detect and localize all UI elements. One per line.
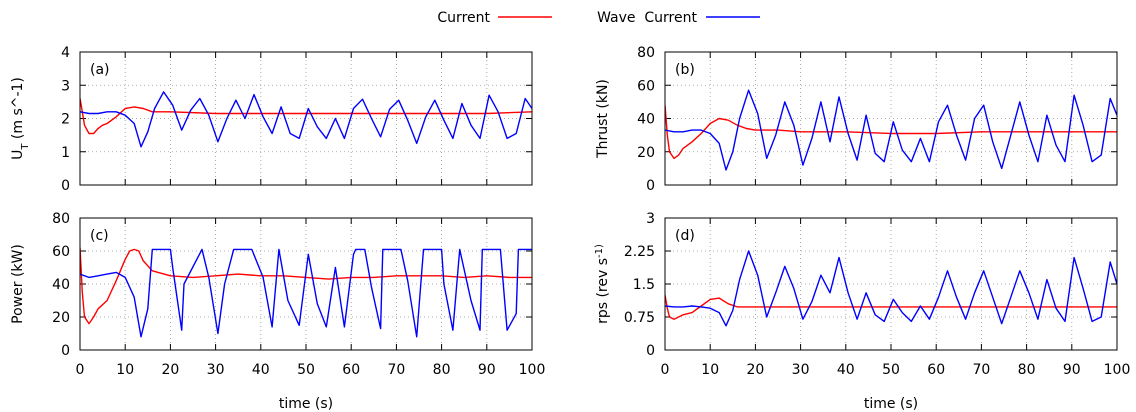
x-tick-label: 30 [207, 362, 225, 378]
x-tick-label: 30 [792, 362, 810, 378]
series-line-current [80, 247, 532, 325]
x-tick-label: 10 [116, 362, 134, 378]
x-tick-label: 90 [1063, 362, 1081, 378]
legend: Current Wave Current [437, 10, 760, 26]
y-tick-label: 60 [52, 244, 70, 260]
x-tick-label: 10 [701, 362, 719, 378]
x-tick-label: 0 [661, 362, 670, 378]
series-line-current [665, 105, 1117, 160]
panels: 0 1 2 3 4 (a) UT (m s^-1) 0 20 40 60 80 (b) Thrust (k… [10, 45, 1130, 412]
y-axis-label: Thrust (kN) [595, 79, 611, 159]
plot-frame [79, 217, 533, 351]
x-tick-label: 100 [1104, 362, 1131, 378]
x-tick-label: 20 [746, 362, 764, 378]
x-axis-label: time (s) [864, 396, 918, 412]
y-tick-label: 1 [61, 145, 70, 161]
x-tick-label: 60 [342, 362, 360, 378]
panel-label: (c) [90, 228, 109, 244]
panel-label: (d) [675, 228, 695, 244]
chart-panel: 0 20 40 60 80 0 10 20 30 40 50 60 70 80 90 100 (c) Power … [10, 211, 545, 412]
x-tick-label: 40 [837, 362, 855, 378]
y-tick-label: 20 [637, 145, 655, 161]
y-tick-label: 0 [61, 343, 70, 359]
y-tick-label: 40 [637, 112, 655, 128]
y-tick-label: 3 [61, 78, 70, 94]
y-axis-label: rps (rev s-1) [594, 244, 612, 324]
y-axis-label: Power (kW) [10, 244, 26, 324]
plot-frame [664, 51, 1118, 186]
y-tick-label: 80 [52, 211, 70, 227]
x-tick-label: 40 [252, 362, 270, 378]
series-line-wave-current [80, 91, 532, 148]
legend-label-current: Current [437, 10, 490, 26]
x-tick-label: 80 [1018, 362, 1036, 378]
y-tick-label: 0 [646, 178, 655, 194]
x-tick-label: 70 [387, 362, 405, 378]
y-tick-label: 80 [637, 45, 655, 61]
plot-area [665, 250, 1117, 327]
plot-frame [79, 51, 533, 186]
x-tick-label: 70 [972, 362, 990, 378]
chart-panel: 0 20 40 60 80 (b) Thrust (kN) [595, 45, 1118, 194]
y-tick-label: 60 [637, 78, 655, 94]
x-axis-label: time (s) [279, 396, 333, 412]
y-tick-label: 4 [61, 45, 70, 61]
y-tick-label: 0.75 [624, 310, 655, 326]
x-tick-label: 20 [161, 362, 179, 378]
series-line-current [80, 98, 532, 135]
x-tick-label: 60 [927, 362, 945, 378]
legend-label-wave-current: Wave Current [597, 10, 697, 26]
y-tick-label: 40 [52, 277, 70, 293]
x-tick-label: 50 [297, 362, 315, 378]
x-tick-label: 0 [76, 362, 85, 378]
x-tick-label: 80 [433, 362, 451, 378]
y-tick-label: 2.25 [624, 244, 655, 260]
plot-area [80, 247, 532, 338]
y-tick-label: 20 [52, 310, 70, 326]
x-tick-label: 50 [882, 362, 900, 378]
series-line-wave-current [665, 250, 1117, 327]
panel-label: (b) [675, 62, 695, 78]
plot-frame [664, 217, 1118, 351]
y-tick-label: 1.5 [633, 277, 655, 293]
plot-area [665, 89, 1117, 171]
y-tick-label: 2 [61, 112, 70, 128]
x-tick-label: 100 [519, 362, 546, 378]
chart-panel: 0 1 2 3 4 (a) UT (m s^-1) [10, 45, 533, 194]
plot-area [80, 91, 532, 148]
y-tick-label: 3 [646, 211, 655, 227]
series-line-current [665, 294, 1117, 320]
y-tick-label: 0 [646, 343, 655, 359]
series-line-wave-current [665, 89, 1117, 171]
x-tick-label: 90 [478, 362, 496, 378]
series-line-wave-current [80, 248, 532, 338]
panel-label: (a) [90, 62, 110, 78]
y-tick-label: 0 [61, 178, 70, 194]
y-axis-label: UT (m s^-1) [10, 77, 31, 160]
